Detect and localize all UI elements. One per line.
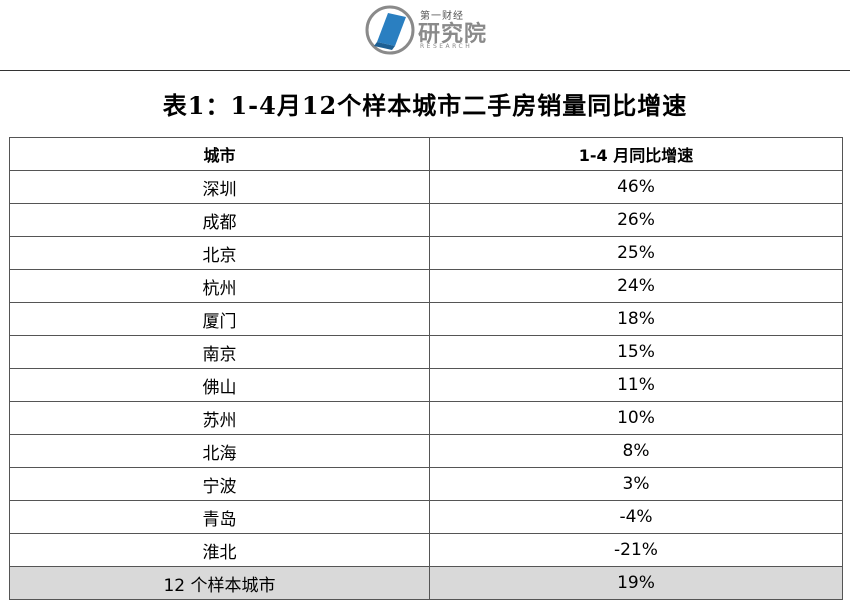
logo-mark-icon (365, 5, 415, 55)
logo-text-small: 第一财经 (420, 11, 464, 22)
column-header-city: 城市 (9, 137, 430, 171)
table-row: 淮北 -21% (9, 533, 843, 567)
growth-cell: 24% (429, 269, 843, 303)
table-row: 苏州 10% (9, 401, 843, 435)
table-row: 成都 26% (9, 203, 843, 237)
city-cell: 佛山 (9, 368, 430, 402)
total-label-cell: 12 个样本城市 (9, 566, 430, 600)
city-cell: 北海 (9, 434, 430, 468)
city-cell: 北京 (9, 236, 430, 270)
table-row: 厦门 18% (9, 302, 843, 336)
total-row: 12 个样本城市 19% (9, 566, 843, 600)
header-divider (0, 70, 850, 71)
table-row: 杭州 24% (9, 269, 843, 303)
logo-text-big: 研究院 (418, 22, 488, 47)
table-row: 北海 8% (9, 434, 843, 468)
table-row: 深圳 46% (9, 170, 843, 204)
table-row: 北京 25% (9, 236, 843, 270)
table-header-row: 城市 1-4 月同比增速 (9, 137, 843, 171)
growth-cell: 26% (429, 203, 843, 237)
city-cell: 宁波 (9, 467, 430, 501)
city-cell: 青岛 (9, 500, 430, 534)
city-cell: 苏州 (9, 401, 430, 435)
table-row: 南京 15% (9, 335, 843, 369)
data-table: 城市 1-4 月同比增速 深圳 46% 成都 26% 北京 25% 杭州 24% 厦门 18% 南京… (9, 137, 843, 600)
city-cell: 淮北 (9, 533, 430, 567)
logo: 第一财经 研究院 RESEARCH (364, 4, 489, 56)
column-header-growth: 1-4 月同比增速 (429, 137, 843, 171)
growth-cell: 25% (429, 236, 843, 270)
city-cell: 杭州 (9, 269, 430, 303)
growth-cell: -4% (429, 500, 843, 534)
table-row: 宁波 3% (9, 467, 843, 501)
city-cell: 深圳 (9, 170, 430, 204)
city-cell: 厦门 (9, 302, 430, 336)
growth-cell: 10% (429, 401, 843, 435)
growth-cell: -21% (429, 533, 843, 567)
growth-cell: 46% (429, 170, 843, 204)
table-row: 青岛 -4% (9, 500, 843, 534)
growth-cell: 15% (429, 335, 843, 369)
city-cell: 成都 (9, 203, 430, 237)
logo-text-en: RESEARCH (420, 43, 473, 50)
total-value-cell: 19% (429, 566, 843, 600)
growth-cell: 8% (429, 434, 843, 468)
growth-cell: 11% (429, 368, 843, 402)
table-title: 表1：1-4月12个样本城市二手房销量同比增速 (162, 91, 688, 120)
growth-cell: 3% (429, 467, 843, 501)
growth-cell: 18% (429, 302, 843, 336)
table-row: 佛山 11% (9, 368, 843, 402)
city-cell: 南京 (9, 335, 430, 369)
table-body: 深圳 46% 成都 26% 北京 25% 杭州 24% 厦门 18% 南京 15% 佛山 11% 苏州 10%… (9, 170, 843, 600)
